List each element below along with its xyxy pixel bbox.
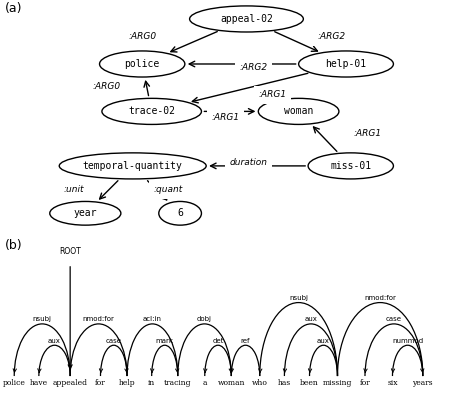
Text: :quant: :quant [154,185,183,194]
Text: appealed: appealed [53,379,88,387]
Text: six: six [387,379,398,387]
Text: (b): (b) [5,239,22,252]
Ellipse shape [258,98,339,124]
Text: in: in [148,379,155,387]
Text: :unit: :unit [63,185,84,194]
Text: police: police [3,379,26,387]
Text: 6: 6 [177,208,183,218]
Text: :ARG2: :ARG2 [239,63,268,72]
Text: aux: aux [304,316,318,322]
Text: woman: woman [218,379,245,387]
Text: missing: missing [323,379,352,387]
Text: case: case [386,316,402,322]
Text: det: det [212,338,224,344]
Ellipse shape [308,153,393,179]
Ellipse shape [100,51,185,77]
Text: for: for [360,379,370,387]
Text: year: year [73,208,97,218]
Text: has: has [278,379,291,387]
Text: years: years [412,379,433,387]
Text: mark: mark [156,338,173,344]
Text: miss-01: miss-01 [330,161,371,171]
Text: for: for [95,379,106,387]
Text: nmod:for: nmod:for [82,316,115,322]
Text: help-01: help-01 [326,59,366,69]
Text: have: have [30,379,48,387]
Text: (a): (a) [5,2,22,15]
Text: acl:in: acl:in [143,316,162,322]
Text: ROOT: ROOT [59,247,81,256]
Text: :ARG0: :ARG0 [128,32,156,41]
Text: :ARG0: :ARG0 [92,82,121,91]
Text: trace-02: trace-02 [128,106,175,117]
Ellipse shape [159,201,201,225]
Text: temporal-quantity: temporal-quantity [83,161,182,171]
Text: :ARG1: :ARG1 [353,130,382,138]
Text: who: who [252,379,268,387]
Ellipse shape [102,98,201,124]
Ellipse shape [190,6,303,32]
Text: :ARG2: :ARG2 [318,32,346,41]
Text: :ARG1: :ARG1 [211,113,239,122]
Text: ref: ref [241,338,250,344]
Text: a: a [202,379,207,387]
Text: nmod:for: nmod:for [364,295,396,301]
Text: aux: aux [48,338,61,344]
Text: appeal-02: appeal-02 [220,14,273,24]
Text: woman: woman [284,106,313,117]
Ellipse shape [59,153,206,179]
Ellipse shape [299,51,393,77]
Text: :ARG1: :ARG1 [258,90,287,99]
Text: aux: aux [317,338,330,344]
Text: nummod: nummod [392,338,423,344]
Text: police: police [125,59,160,69]
Text: been: been [300,379,319,387]
Text: nsubj: nsubj [33,316,52,322]
Text: dobj: dobj [197,316,212,322]
Text: nsubj: nsubj [289,295,308,301]
Text: duration: duration [230,158,268,167]
Text: help: help [118,379,136,387]
Ellipse shape [50,201,121,225]
Text: case: case [106,338,122,344]
Text: tracing: tracing [164,379,191,387]
